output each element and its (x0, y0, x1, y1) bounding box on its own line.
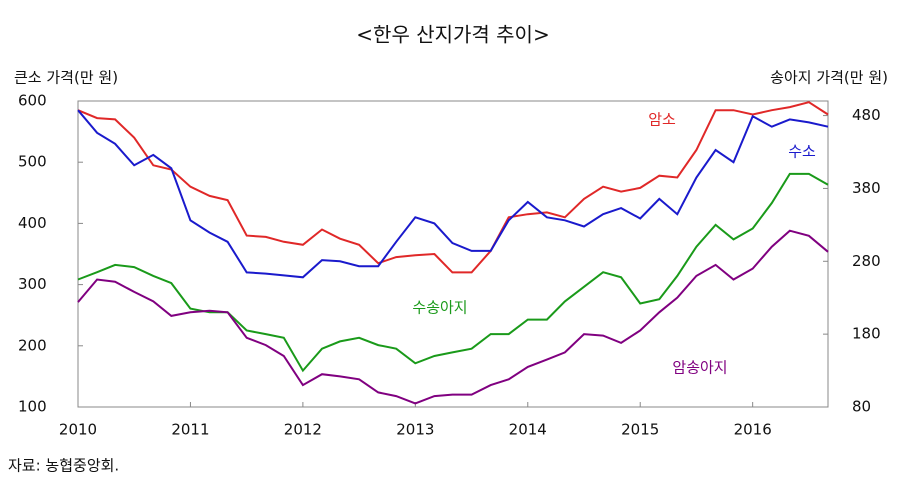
x-tick-label: 2012 (284, 421, 322, 439)
series-label: 암송아지 (672, 359, 727, 377)
series-line (77, 109, 829, 279)
y2-tick-label: 180 (852, 325, 881, 343)
series-line (77, 101, 829, 274)
y-tick-label: 100 (18, 398, 47, 416)
source-note: 자료: 농협중앙회. (8, 457, 119, 475)
x-tick-label: 2014 (509, 421, 547, 439)
y2-tick-label: 480 (852, 106, 881, 124)
x-tick-label: 2016 (734, 421, 772, 439)
y-axis-label: 큰소 가격(만 원) (14, 69, 118, 87)
series-label: 수소 (788, 143, 816, 161)
y2-axis-label: 송아지 가격(만 원) (770, 69, 888, 87)
series-label: 암소 (648, 111, 676, 129)
series-line (77, 229, 829, 405)
y-tick-label: 200 (18, 336, 47, 354)
y-tick-label: 500 (18, 153, 47, 171)
plot-frame (77, 100, 829, 408)
x-tick-label: 2011 (171, 421, 209, 439)
y-tick-label: 400 (18, 214, 47, 232)
y2-tick-label: 280 (852, 252, 881, 270)
chart-title: <한우 산지가격 추이> (356, 23, 549, 47)
x-tick-label: 2015 (621, 421, 659, 439)
series-label: 수송아지 (412, 299, 467, 317)
y-tick-label: 600 (18, 92, 47, 110)
y2-tick-label: 80 (852, 398, 871, 416)
y2-tick-label: 380 (852, 179, 881, 197)
x-tick-label: 2010 (59, 421, 97, 439)
x-tick-label: 2013 (396, 421, 434, 439)
y-tick-label: 300 (18, 275, 47, 293)
